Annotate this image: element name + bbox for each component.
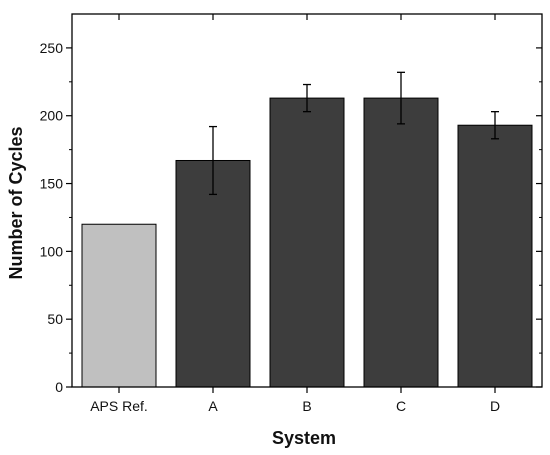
- x-tick-label: B: [302, 398, 311, 414]
- y-axis-title: Number of Cycles: [6, 126, 26, 279]
- bar-c: [363, 97, 439, 388]
- bar-aps-ref: [81, 223, 157, 388]
- error-bar-d: [491, 111, 499, 140]
- error-bars-layer: [209, 71, 499, 196]
- x-tick-label: C: [396, 398, 406, 414]
- ticks-layer: APS Ref. A B C D 0 50 100 150 200 250: [40, 14, 542, 414]
- y-tick-label: 150: [40, 176, 64, 192]
- x-tick-label: A: [208, 398, 218, 414]
- bars-layer: [81, 97, 533, 388]
- y-tick-label: 0: [55, 379, 63, 395]
- x-tick-label: D: [490, 398, 500, 414]
- x-axis-title: System: [272, 428, 336, 448]
- x-tick-label: APS Ref.: [90, 398, 148, 414]
- error-bar-c: [397, 71, 405, 125]
- y-tick-label: 50: [47, 311, 63, 327]
- y-tick-label: 250: [40, 40, 64, 56]
- error-bar-a: [209, 125, 217, 196]
- bar-b: [269, 97, 345, 388]
- bar-d: [457, 124, 533, 388]
- bar-a: [175, 159, 251, 388]
- error-bar-b: [303, 83, 311, 113]
- y-tick-label: 200: [40, 108, 64, 124]
- y-tick-label: 100: [40, 243, 64, 259]
